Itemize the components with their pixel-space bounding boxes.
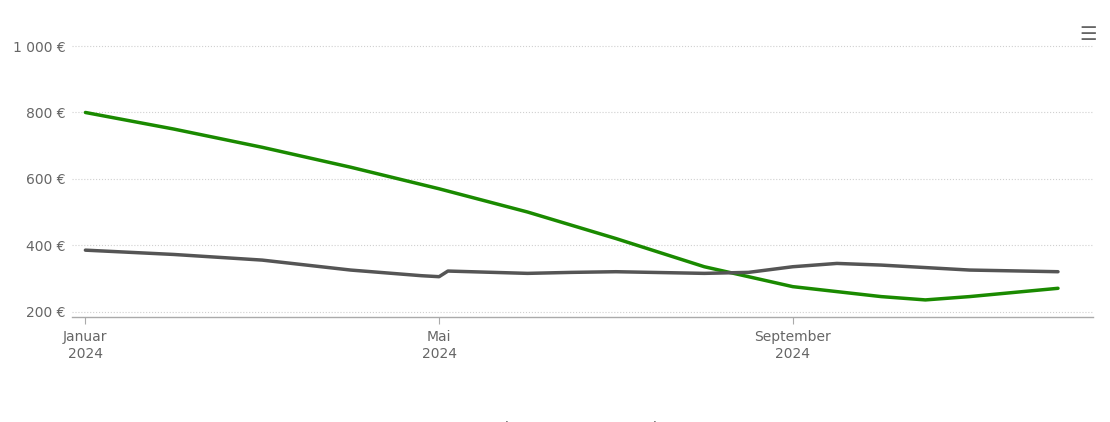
Sackware (609, 269, 623, 274)
Text: ☰: ☰ (1079, 25, 1097, 44)
lose Ware (875, 294, 888, 299)
Legend: lose Ware, Sackware: lose Ware, Sackware (465, 415, 700, 422)
Sackware (565, 270, 578, 275)
Sackware (786, 264, 799, 269)
Sackware (344, 268, 357, 273)
Sackware (521, 271, 534, 276)
lose Ware (1051, 286, 1064, 291)
lose Ware (962, 294, 976, 299)
Line: Sackware: Sackware (85, 250, 1058, 277)
lose Ware (521, 209, 534, 214)
Sackware (79, 248, 92, 253)
Sackware (875, 262, 888, 268)
lose Ware (433, 186, 446, 191)
lose Ware (344, 165, 357, 170)
Sackware (830, 261, 844, 266)
lose Ware (786, 284, 799, 289)
lose Ware (609, 236, 623, 241)
Sackware (255, 257, 269, 262)
Sackware (433, 274, 446, 279)
Sackware (442, 268, 455, 273)
lose Ware (698, 264, 712, 269)
Sackware (962, 268, 976, 273)
Sackware (698, 271, 712, 276)
Sackware (741, 270, 755, 275)
lose Ware (255, 145, 269, 150)
lose Ware (79, 110, 92, 115)
Line: lose Ware: lose Ware (85, 113, 1058, 300)
Sackware (1051, 269, 1064, 274)
lose Ware (741, 274, 755, 279)
lose Ware (168, 127, 181, 132)
Sackware (415, 273, 428, 278)
Sackware (168, 252, 181, 257)
lose Ware (919, 298, 932, 303)
